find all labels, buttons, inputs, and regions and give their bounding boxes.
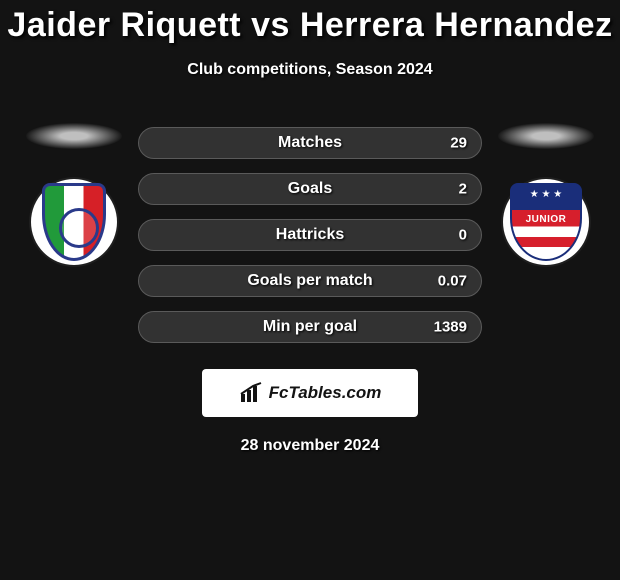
player-left-column (24, 127, 124, 265)
stat-label: Goals per match (247, 272, 372, 290)
stat-value-right: 1389 (434, 319, 467, 336)
stat-value-right: 2 (459, 181, 467, 198)
brand-box: FcTables.com (202, 369, 418, 417)
stat-label: Goals (288, 180, 332, 198)
stat-value-right: 0.07 (438, 273, 467, 290)
stat-row-min-per-goal: Min per goal 1389 (138, 311, 482, 343)
club-badge-right-icon (510, 183, 582, 261)
date-text: 28 november 2024 (0, 437, 620, 455)
player-left-avatar-shadow (26, 123, 122, 149)
stat-label: Hattricks (276, 226, 344, 244)
subtitle: Club competitions, Season 2024 (0, 61, 620, 79)
club-badge-right (503, 179, 589, 265)
stat-row-matches: Matches 29 (138, 127, 482, 159)
stat-value-right: 0 (459, 227, 467, 244)
stat-label: Matches (278, 134, 342, 152)
club-badge-left-icon (42, 183, 106, 261)
stat-label: Min per goal (263, 318, 357, 336)
stats-column: Matches 29 Goals 2 Hattricks 0 Goals per… (138, 127, 482, 343)
club-badge-left (31, 179, 117, 265)
brand-chart-icon (239, 382, 263, 404)
stat-row-goals-per-match: Goals per match 0.07 (138, 265, 482, 297)
stat-row-goals: Goals 2 (138, 173, 482, 205)
player-right-column (496, 127, 596, 265)
brand-text: FcTables.com (269, 383, 382, 403)
page-title: Jaider Riquett vs Herrera Hernandez (0, 0, 620, 45)
infographic-container: Jaider Riquett vs Herrera Hernandez Club… (0, 0, 620, 580)
player-right-avatar-shadow (498, 123, 594, 149)
stats-area: Matches 29 Goals 2 Hattricks 0 Goals per… (0, 127, 620, 343)
stat-value-right: 29 (450, 135, 467, 152)
stat-row-hattricks: Hattricks 0 (138, 219, 482, 251)
